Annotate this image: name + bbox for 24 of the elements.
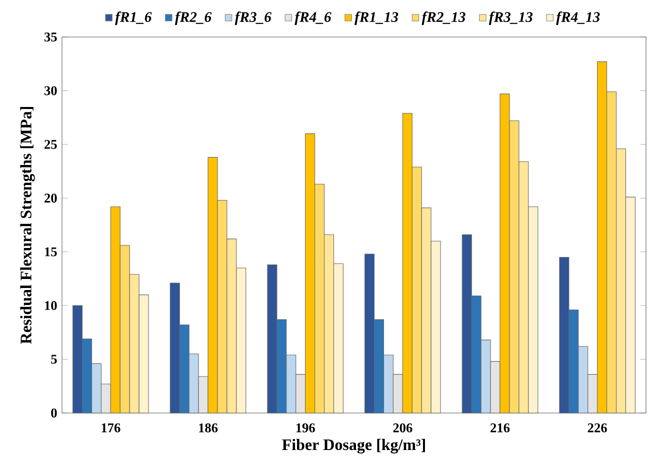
legend-label: fR2_6 (174, 12, 212, 25)
legend-label: fR3_13 (488, 12, 533, 25)
legend-label: fR2_13 (422, 12, 466, 25)
x-tick-label: 186 (199, 423, 218, 432)
y-tick-label: 20 (44, 194, 57, 203)
legend-label: fR4_13 (556, 12, 600, 25)
y-tick-label: 0 (51, 408, 57, 418)
x-tick-label: 196 (296, 423, 315, 432)
y-axis-title: Residual Flexural Strengths [MPa] (20, 107, 35, 344)
y-tick-label: 5 (51, 354, 57, 364)
x-tick-label: 226 (588, 423, 607, 432)
legend-label: fR3_6 (234, 12, 272, 25)
legend-label: fR1_6 (115, 12, 152, 25)
y-tick-label: 25 (44, 140, 57, 149)
y-tick-label: 30 (44, 86, 57, 96)
y-tick-label: 15 (45, 247, 57, 256)
x-tick-label: 176 (102, 423, 120, 432)
y-tick-label: 10 (45, 301, 57, 310)
legend-label: fR1_13 (354, 12, 398, 25)
x-tick-label: 216 (490, 423, 510, 432)
x-tick-label: 206 (393, 423, 412, 432)
x-axis-title: Fiber Dosage [kg/m³] (282, 438, 425, 454)
y-tick-label: 35 (44, 32, 57, 42)
legend-label: fR4_6 (294, 12, 332, 25)
